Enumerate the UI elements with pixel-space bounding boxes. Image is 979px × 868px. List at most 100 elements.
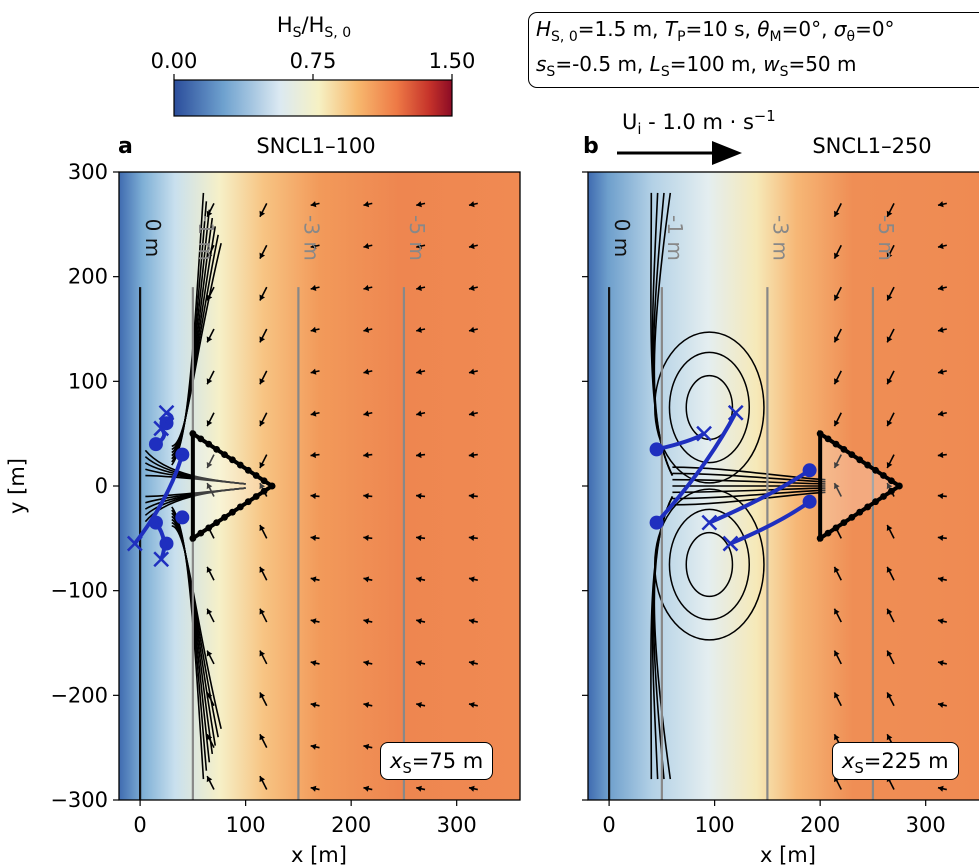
current-arrow-head <box>886 336 893 343</box>
current-arrow-head <box>937 492 944 500</box>
current-arrow-head <box>834 336 840 343</box>
current-arrow-head <box>416 201 422 208</box>
current-arrow-head <box>937 201 944 208</box>
current-arrow-head <box>363 618 370 625</box>
shoal-marker <box>236 503 244 511</box>
panel-a-ticks: 0 100 200 300 300 200 100 0 −100 −200 −300 <box>50 160 476 837</box>
current-arrow-head <box>937 785 944 792</box>
shoal-marker <box>260 477 268 485</box>
shoal-marker <box>244 466 252 474</box>
xlabel-b: x [m] <box>760 843 816 867</box>
shoal-marker <box>848 514 856 521</box>
current-arrow-head <box>886 734 893 741</box>
drifter-track <box>729 500 811 546</box>
current-arrow-head <box>937 410 944 417</box>
current-arrow-head <box>363 785 370 792</box>
current-arrow-head <box>886 566 893 573</box>
current-arrow-head <box>363 326 370 333</box>
colorbar-tick-label-0: 0.00 <box>151 49 198 73</box>
shoal-marker <box>260 487 268 495</box>
current-arrow-head <box>886 692 893 699</box>
depth-contour-label: -1 m <box>663 215 687 261</box>
current-arrow-head <box>416 660 422 667</box>
shoal-marker <box>848 451 856 458</box>
current-arrow-head <box>206 461 213 468</box>
current-arrow-head <box>206 650 213 657</box>
current-arrow-head <box>937 368 944 375</box>
drifter-track <box>655 411 738 524</box>
current-arrow-head <box>363 451 369 459</box>
current-arrow-head <box>834 420 840 427</box>
shoal-marker <box>213 445 221 453</box>
current-arrow-head <box>259 252 266 259</box>
current-arrow-head <box>937 326 944 333</box>
panel-b-drifters <box>649 404 817 552</box>
current-arrow-head <box>468 534 475 542</box>
current-arrow-head <box>468 243 475 250</box>
current-arrow-head <box>310 284 317 291</box>
current-arrow-head <box>937 534 944 542</box>
depth-contour-label: -5 m <box>874 215 898 261</box>
current-arrow-head <box>834 650 840 657</box>
drifter-track <box>165 410 174 425</box>
current-arrow-head <box>310 534 316 542</box>
current-arrow-head <box>937 660 944 667</box>
current-arrow-head <box>834 608 840 615</box>
current-arrow-head <box>310 410 317 417</box>
current-arrow-head <box>310 785 317 792</box>
current-arrow-head <box>468 492 475 500</box>
x-tick-label: 0 <box>602 813 615 837</box>
shoal-marker <box>197 435 205 443</box>
panel-a-arrows <box>206 201 478 792</box>
parameter-line-1: HS, 0=1.5 m, TP=10 s, θM=0°, σθ=0° <box>536 17 895 45</box>
current-arrow-head <box>886 294 893 301</box>
current-arrow-head <box>259 210 266 217</box>
shoal-marker <box>816 430 824 438</box>
colorbar-title: HS/HS, 0 <box>277 13 351 41</box>
colorbar-bar <box>173 79 453 117</box>
panel-a-drifters <box>126 404 190 568</box>
current-arrow-head <box>468 284 475 291</box>
current-arrow-head <box>363 576 370 583</box>
current-arrow-head <box>468 618 475 625</box>
shoal-marker <box>252 472 260 479</box>
depth-contour-label: 0 m <box>141 219 165 258</box>
streamline <box>653 496 674 780</box>
current-arrow-head <box>834 378 840 385</box>
shoal-marker <box>244 498 252 506</box>
x-tick-label: 200 <box>800 813 840 837</box>
x-tick-label: 300 <box>906 813 946 837</box>
drifter-start <box>175 510 190 525</box>
x-tick-label: 100 <box>226 813 266 837</box>
colorbar: HS/HS, 0 0.00 0.75 1.50 <box>151 13 475 117</box>
current-arrow-head <box>259 566 266 573</box>
current-arrow-head <box>834 461 840 468</box>
panel-a-letter: a <box>118 134 133 159</box>
shoal-marker <box>864 461 872 469</box>
current-arrow-head <box>937 451 944 459</box>
current-arrow-head <box>834 566 840 573</box>
current-arrow-head <box>834 210 840 217</box>
drifter-end <box>701 514 718 531</box>
shoal-marker <box>236 461 244 469</box>
shoal-marker <box>229 456 236 464</box>
x-tick-label: 300 <box>437 813 477 837</box>
shoal-marker <box>887 487 895 495</box>
panel-b-letter: b <box>583 134 599 159</box>
drifter-track <box>656 431 706 452</box>
current-arrow-head <box>937 284 944 291</box>
drifter-track <box>133 454 185 545</box>
shoal-marker <box>880 493 887 500</box>
streamline <box>653 192 674 476</box>
eddy-streamline <box>685 531 734 598</box>
y-tick-label: −100 <box>50 579 108 603</box>
current-arrow-head <box>886 420 893 427</box>
current-arrow-head <box>468 701 475 709</box>
current-arrow-head <box>259 461 266 468</box>
current-arrow-head <box>416 618 422 625</box>
current-arrow-head <box>310 576 317 583</box>
current-arrow-head <box>416 492 422 500</box>
shoal-marker <box>221 514 228 521</box>
depth-contour-label: 0 m <box>610 219 634 258</box>
current-arrow-head <box>206 420 213 427</box>
